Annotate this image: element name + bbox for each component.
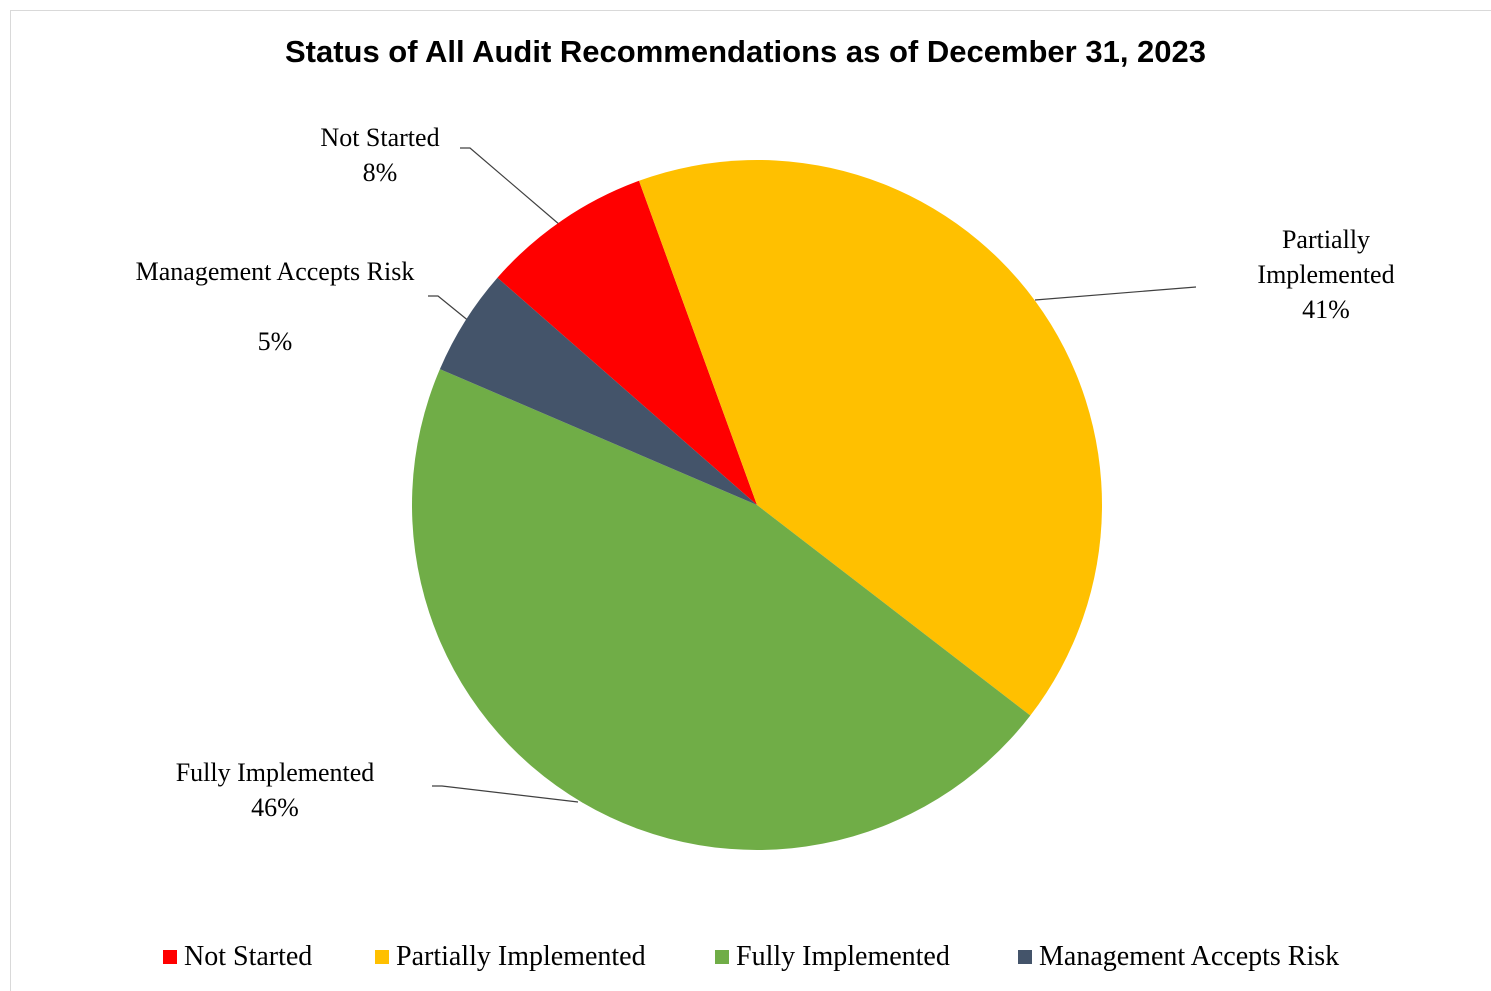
legend-label: Not Started: [184, 941, 313, 972]
data-label-name: Partially Implemented: [1257, 225, 1395, 289]
data-label-name: Fully Implemented: [175, 758, 375, 787]
pie-slice: [411, 369, 1031, 851]
data-label-name: Not Started: [320, 123, 440, 152]
legend-swatch: [375, 950, 389, 964]
data-label-value: 5%: [257, 327, 293, 356]
data-label-value: 46%: [251, 793, 299, 822]
leader-line: [428, 295, 471, 323]
legend-swatch: [163, 950, 177, 964]
legend-label: Management Accepts Risk: [1039, 941, 1340, 972]
pie-slice: [439, 277, 757, 505]
legend-label: Fully Implemented: [736, 941, 950, 972]
data-label-value: 41%: [1302, 295, 1350, 324]
chart-border: [10, 10, 1491, 991]
data-label-value: 8%: [362, 158, 398, 187]
legend-swatch: [1018, 950, 1032, 964]
pie-slice: [639, 159, 1103, 716]
chart-title: Status of All Audit Recommendations as o…: [284, 34, 1207, 69]
leader-line: [460, 147, 561, 226]
legend-swatch: [715, 950, 729, 964]
pie-slice: [497, 180, 757, 506]
legend-label: Partially Implemented: [396, 941, 646, 972]
leader-line: [432, 785, 579, 803]
leader-line: [1034, 286, 1197, 301]
data-label-name: Management Accepts Risk: [135, 257, 415, 286]
